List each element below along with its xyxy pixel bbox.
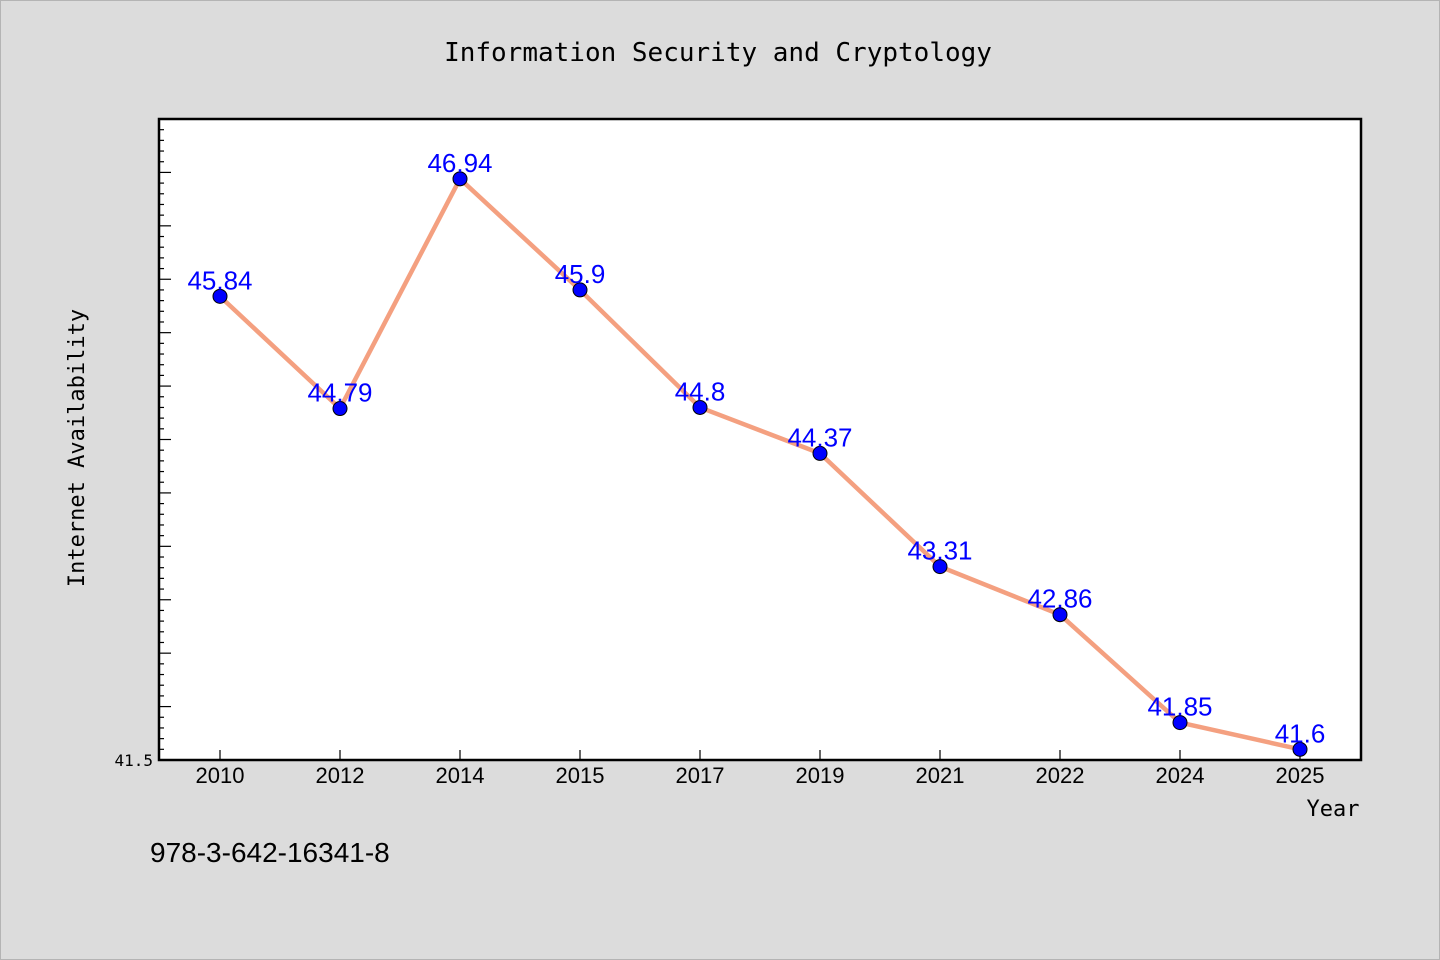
chart-title: Information Security and Cryptology — [444, 38, 992, 68]
data-label: 41.6 — [1275, 718, 1326, 748]
x-tick-label: 2025 — [1276, 763, 1325, 788]
x-tick-label: 2017 — [676, 763, 725, 788]
y-axis-label: Internet Availability — [65, 309, 90, 587]
plot-area — [157, 117, 1363, 762]
y-axis-ticks: 41.5 — [114, 129, 171, 770]
data-label: 46.94 — [427, 148, 492, 178]
data-label: 43.31 — [907, 536, 972, 566]
data-label: 44.8 — [675, 376, 726, 406]
x-axis-label: Year — [1307, 797, 1360, 822]
y-tick-label: 41.5 — [114, 751, 153, 770]
data-point — [1292, 741, 1308, 757]
data-label: 45.84 — [187, 265, 252, 295]
data-point — [1172, 715, 1188, 731]
data-point — [812, 445, 828, 461]
x-tick-label: 2019 — [796, 763, 845, 788]
data-point — [692, 399, 708, 415]
x-tick-label: 2012 — [316, 763, 365, 788]
data-point — [572, 282, 588, 298]
data-label: 44.79 — [307, 378, 372, 408]
data-point — [452, 171, 468, 187]
isbn-footnote: 978-3-642-16341-8 — [150, 837, 390, 868]
data-label: 42.86 — [1027, 584, 1092, 614]
series-layer: 45.84 44.79 46.94 45.9 44.8 44.37 43.31 42.86 41… — [187, 148, 1326, 757]
data-label: 41.85 — [1147, 692, 1212, 722]
data-point — [932, 559, 948, 575]
data-point — [1052, 607, 1068, 623]
x-tick-label: 2015 — [556, 763, 605, 788]
x-tick-label: 2021 — [916, 763, 965, 788]
x-tick-label: 2024 — [1156, 763, 1205, 788]
data-label: 44.37 — [787, 422, 852, 452]
series-line — [217, 176, 1303, 752]
x-tick-label: 2022 — [1036, 763, 1085, 788]
x-axis-ticks: 2010 2012 2014 2015 2017 2019 2021 2022 2024 2025 — [196, 750, 1325, 788]
x-tick-label: 2014 — [436, 763, 485, 788]
data-label: 45.9 — [555, 259, 606, 289]
data-point — [332, 401, 348, 417]
data-point — [212, 288, 228, 304]
x-tick-label: 2010 — [196, 763, 245, 788]
